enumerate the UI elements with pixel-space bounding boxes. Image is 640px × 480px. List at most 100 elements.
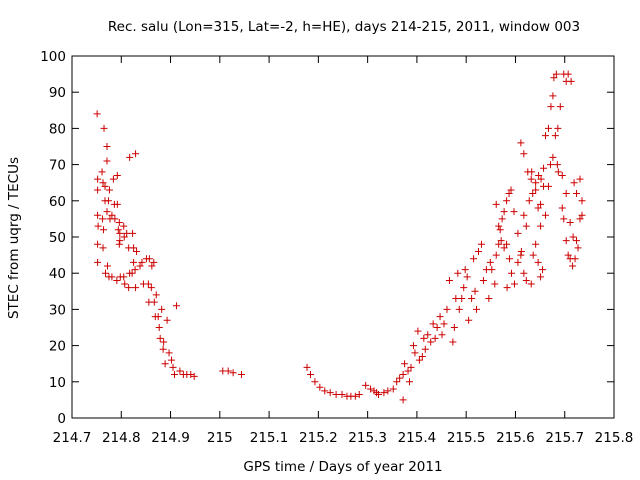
y-tick-label: 10 bbox=[49, 375, 66, 391]
data-point bbox=[549, 153, 557, 161]
y-tick-label: 40 bbox=[49, 266, 66, 282]
data-point bbox=[569, 233, 577, 241]
data-point bbox=[168, 356, 176, 364]
data-point bbox=[418, 352, 426, 360]
data-point bbox=[351, 392, 359, 400]
data-point bbox=[562, 190, 570, 198]
data-point bbox=[539, 266, 547, 274]
data-point bbox=[525, 197, 533, 205]
data-point bbox=[159, 345, 167, 353]
data-point bbox=[522, 222, 530, 230]
data-point bbox=[433, 324, 441, 331]
data-point bbox=[224, 367, 232, 375]
y-tick-label: 0 bbox=[57, 411, 66, 427]
data-point bbox=[120, 222, 128, 230]
chart-title: Rec. salu (Lon=315, Lat=-2, h=HE), days … bbox=[108, 19, 580, 35]
data-point bbox=[148, 262, 156, 270]
data-point bbox=[475, 247, 482, 255]
data-point bbox=[229, 369, 237, 377]
data-point bbox=[542, 132, 550, 140]
data-point bbox=[101, 182, 109, 190]
data-point bbox=[465, 316, 473, 324]
data-point bbox=[163, 316, 171, 324]
data-point bbox=[497, 237, 505, 245]
data-point bbox=[338, 390, 346, 398]
data-point bbox=[169, 363, 177, 371]
data-point bbox=[156, 334, 164, 342]
data-point bbox=[554, 168, 562, 176]
data-point bbox=[522, 276, 530, 284]
data-point bbox=[532, 186, 540, 194]
data-point bbox=[136, 262, 144, 270]
data-point bbox=[534, 204, 542, 212]
data-point bbox=[492, 200, 500, 208]
data-point bbox=[491, 280, 499, 288]
data-point bbox=[520, 211, 528, 219]
data-point bbox=[165, 349, 173, 357]
data-point bbox=[311, 378, 319, 386]
data-point bbox=[578, 211, 586, 219]
data-point bbox=[120, 233, 128, 241]
data-point bbox=[406, 378, 414, 386]
data-point bbox=[102, 269, 110, 277]
data-point bbox=[500, 208, 508, 216]
data-point bbox=[104, 197, 112, 205]
y-axis: 0 10 20 30 40 50 60 70 80 90 100 bbox=[40, 49, 614, 427]
x-axis-title: GPS time / Days of year 2011 bbox=[243, 459, 442, 475]
data-point bbox=[125, 284, 133, 292]
y-tick-label: 80 bbox=[49, 121, 66, 137]
data-point bbox=[505, 190, 513, 198]
y-tick-label: 50 bbox=[49, 230, 66, 246]
data-point bbox=[160, 338, 168, 346]
data-point bbox=[573, 237, 581, 245]
data-point bbox=[411, 349, 419, 357]
data-point bbox=[574, 244, 582, 252]
data-point bbox=[569, 262, 577, 270]
data-point bbox=[399, 371, 407, 379]
data-point bbox=[463, 273, 471, 281]
data-point bbox=[506, 255, 514, 263]
data-point bbox=[123, 229, 131, 237]
data-point bbox=[532, 179, 540, 187]
data-point bbox=[517, 139, 525, 147]
data-point bbox=[542, 211, 550, 219]
data-point bbox=[488, 266, 496, 274]
data-point bbox=[558, 171, 566, 179]
data-point bbox=[145, 255, 153, 263]
data-point bbox=[485, 295, 493, 303]
data-point bbox=[566, 219, 574, 227]
data-point bbox=[540, 182, 548, 190]
data-point bbox=[132, 284, 140, 292]
data-point bbox=[468, 295, 476, 303]
data-point bbox=[150, 258, 158, 266]
x-tick-label: 215.8 bbox=[595, 430, 634, 446]
data-point bbox=[458, 295, 466, 303]
data-point bbox=[133, 247, 141, 255]
data-point bbox=[578, 197, 586, 205]
x-tick-label: 215.1 bbox=[250, 430, 289, 446]
x-tick-label: 214.9 bbox=[151, 430, 190, 446]
data-point bbox=[393, 378, 401, 386]
data-point bbox=[94, 258, 102, 266]
y-tick-label: 100 bbox=[40, 49, 66, 65]
data-point bbox=[455, 305, 463, 313]
data-point bbox=[114, 226, 122, 234]
data-point bbox=[94, 240, 102, 248]
data-point bbox=[407, 363, 415, 371]
data-point bbox=[396, 374, 404, 382]
data-point bbox=[540, 164, 548, 172]
data-point bbox=[94, 175, 102, 183]
data-point bbox=[99, 244, 107, 252]
data-point bbox=[170, 371, 178, 379]
data-point bbox=[94, 211, 102, 219]
data-point bbox=[409, 342, 417, 350]
data-point bbox=[503, 284, 511, 292]
data-point bbox=[507, 186, 515, 194]
data-point bbox=[94, 222, 102, 230]
data-point bbox=[384, 387, 392, 395]
data-point bbox=[495, 240, 503, 248]
data-point bbox=[449, 338, 457, 346]
data-point bbox=[529, 190, 537, 198]
data-point bbox=[113, 276, 121, 284]
